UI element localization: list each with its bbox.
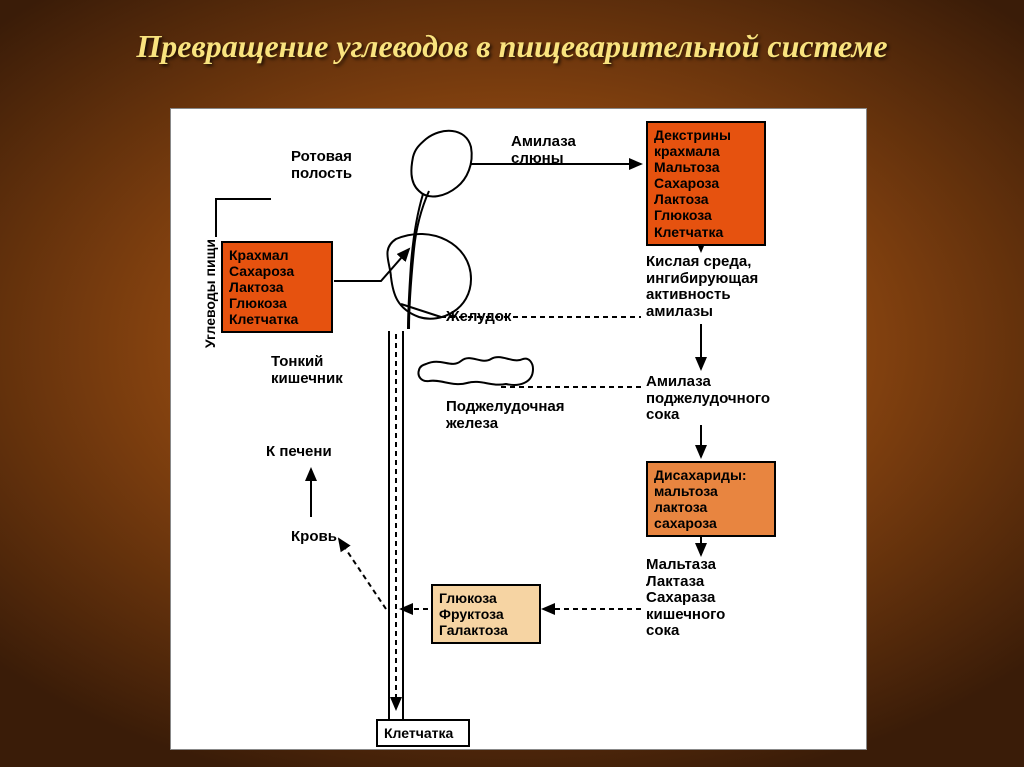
box-dextrins: ДекстриныкрахмалаМальтозаСахарозаЛактоза…: [646, 121, 766, 246]
pancreas-outline: [418, 357, 533, 385]
label-intestinal_enz-line: Мальтаза: [646, 557, 725, 574]
label-pancreatic_amylase: Амилазаподжелудочногосока: [646, 374, 770, 424]
label-small_intestine: Тонкийкишечник: [271, 354, 343, 387]
label-acidic_env-line: активность: [646, 287, 758, 304]
label-pancreatic_amylase-line: поджелудочного: [646, 391, 770, 408]
box-dextrins-line: Мальтоза: [654, 159, 758, 175]
label-pancreas-line: Поджелудочная: [446, 399, 565, 416]
slide-title: Превращение углеводов в пищеварительной …: [0, 28, 1024, 65]
label-acidic_env-line: Кислая среда,: [646, 254, 758, 271]
label-intestinal_enz-line: кишечного: [646, 607, 725, 624]
box-inputs-line: Клетчатка: [229, 311, 325, 327]
label-intestinal_enz-line: сока: [646, 623, 725, 640]
box-disacch-line: сахароза: [654, 515, 768, 531]
label-acidic_env: Кислая среда,ингибирующаяактивностьамила…: [646, 254, 758, 320]
label-pancreas: Поджелудочнаяжелеза: [446, 399, 565, 432]
label-intestinal_enz: МальтазаЛактазаСахаразакишечногосока: [646, 557, 725, 640]
label-oral_cavity-line: Ротовая: [291, 149, 352, 166]
box-dextrins-line: Сахароза: [654, 175, 758, 191]
box-dextrins-line: Глюкоза: [654, 207, 758, 223]
label-acidic_env-line: амилазы: [646, 304, 758, 321]
label-carbs_of_food: Углеводы пищи: [203, 239, 218, 348]
box-fiber_out-line: Клетчатка: [384, 725, 462, 741]
box-inputs: КрахмалСахарозаЛактозаГлюкозаКлетчатка: [221, 241, 333, 333]
stomach-outline: [387, 234, 471, 319]
arrow-12: [339, 539, 386, 609]
label-blood: Кровь: [291, 529, 337, 546]
label-small_intestine-line: кишечник: [271, 371, 343, 388]
box-inputs-line: Глюкоза: [229, 295, 325, 311]
diagram-canvas: КрахмалСахарозаЛактозаГлюкозаКлетчаткаДе…: [170, 108, 867, 750]
box-disacch-line: Дисахариды:: [654, 467, 768, 483]
label-salivary_amylase-line: Амилаза: [511, 134, 576, 151]
box-monos-line: Глюкоза: [439, 590, 533, 606]
box-monos-line: Галактоза: [439, 622, 533, 638]
head-outline: [411, 131, 471, 197]
label-small_intestine-line: Тонкий: [271, 354, 343, 371]
label-intestinal_enz-line: Лактаза: [646, 574, 725, 591]
box-inputs-line: Сахароза: [229, 263, 325, 279]
box-dextrins-line: Клетчатка: [654, 224, 758, 240]
label-intestinal_enz-line: Сахараза: [646, 590, 725, 607]
label-stomach: Желудок: [446, 309, 511, 326]
box-dextrins-line: Декстрины: [654, 127, 758, 143]
label-oral_cavity-line: полость: [291, 166, 352, 183]
label-oral_cavity: Ротоваяполость: [291, 149, 352, 182]
box-dextrins-line: Лактоза: [654, 191, 758, 207]
label-salivary_amylase-line: слюны: [511, 151, 576, 168]
box-disacch-line: мальтоза: [654, 483, 768, 499]
label-pancreatic_amylase-line: Амилаза: [646, 374, 770, 391]
box-monos-line: Фруктоза: [439, 606, 533, 622]
box-monos: ГлюкозаФруктозаГалактоза: [431, 584, 541, 644]
label-salivary_amylase: Амилазаслюны: [511, 134, 576, 167]
label-to_liver: К печени: [266, 444, 332, 461]
label-pancreatic_amylase-line: сока: [646, 407, 770, 424]
box-fiber_out: Клетчатка: [376, 719, 470, 747]
box-inputs-line: Лактоза: [229, 279, 325, 295]
label-pancreas-line: железа: [446, 416, 565, 433]
box-disacch-line: лактоза: [654, 499, 768, 515]
label-acidic_env-line: ингибирующая: [646, 271, 758, 288]
box-disacch: Дисахариды:мальтозалактозасахароза: [646, 461, 776, 537]
arrow-0: [216, 199, 271, 237]
box-inputs-line: Крахмал: [229, 247, 325, 263]
box-dextrins-line: крахмала: [654, 143, 758, 159]
